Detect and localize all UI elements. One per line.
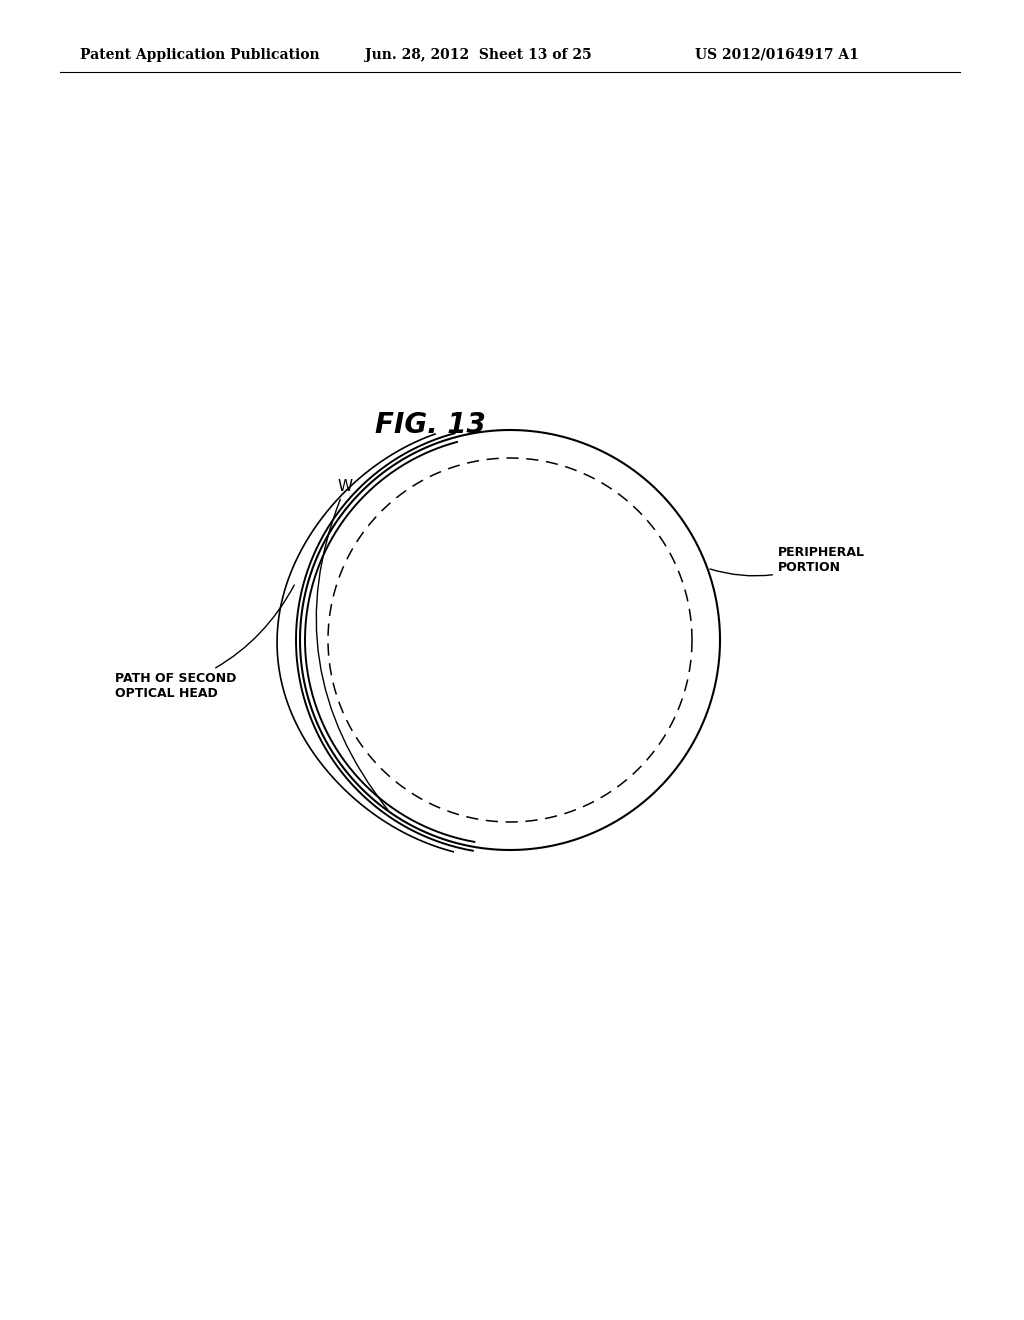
Text: W: W [316,479,388,810]
Text: Patent Application Publication: Patent Application Publication [80,48,319,62]
Text: PATH OF SECOND
OPTICAL HEAD: PATH OF SECOND OPTICAL HEAD [115,585,294,700]
Text: FIG. 13: FIG. 13 [375,411,485,440]
Text: US 2012/0164917 A1: US 2012/0164917 A1 [695,48,859,62]
Text: PERIPHERAL
PORTION: PERIPHERAL PORTION [710,546,865,576]
Text: Jun. 28, 2012  Sheet 13 of 25: Jun. 28, 2012 Sheet 13 of 25 [365,48,592,62]
